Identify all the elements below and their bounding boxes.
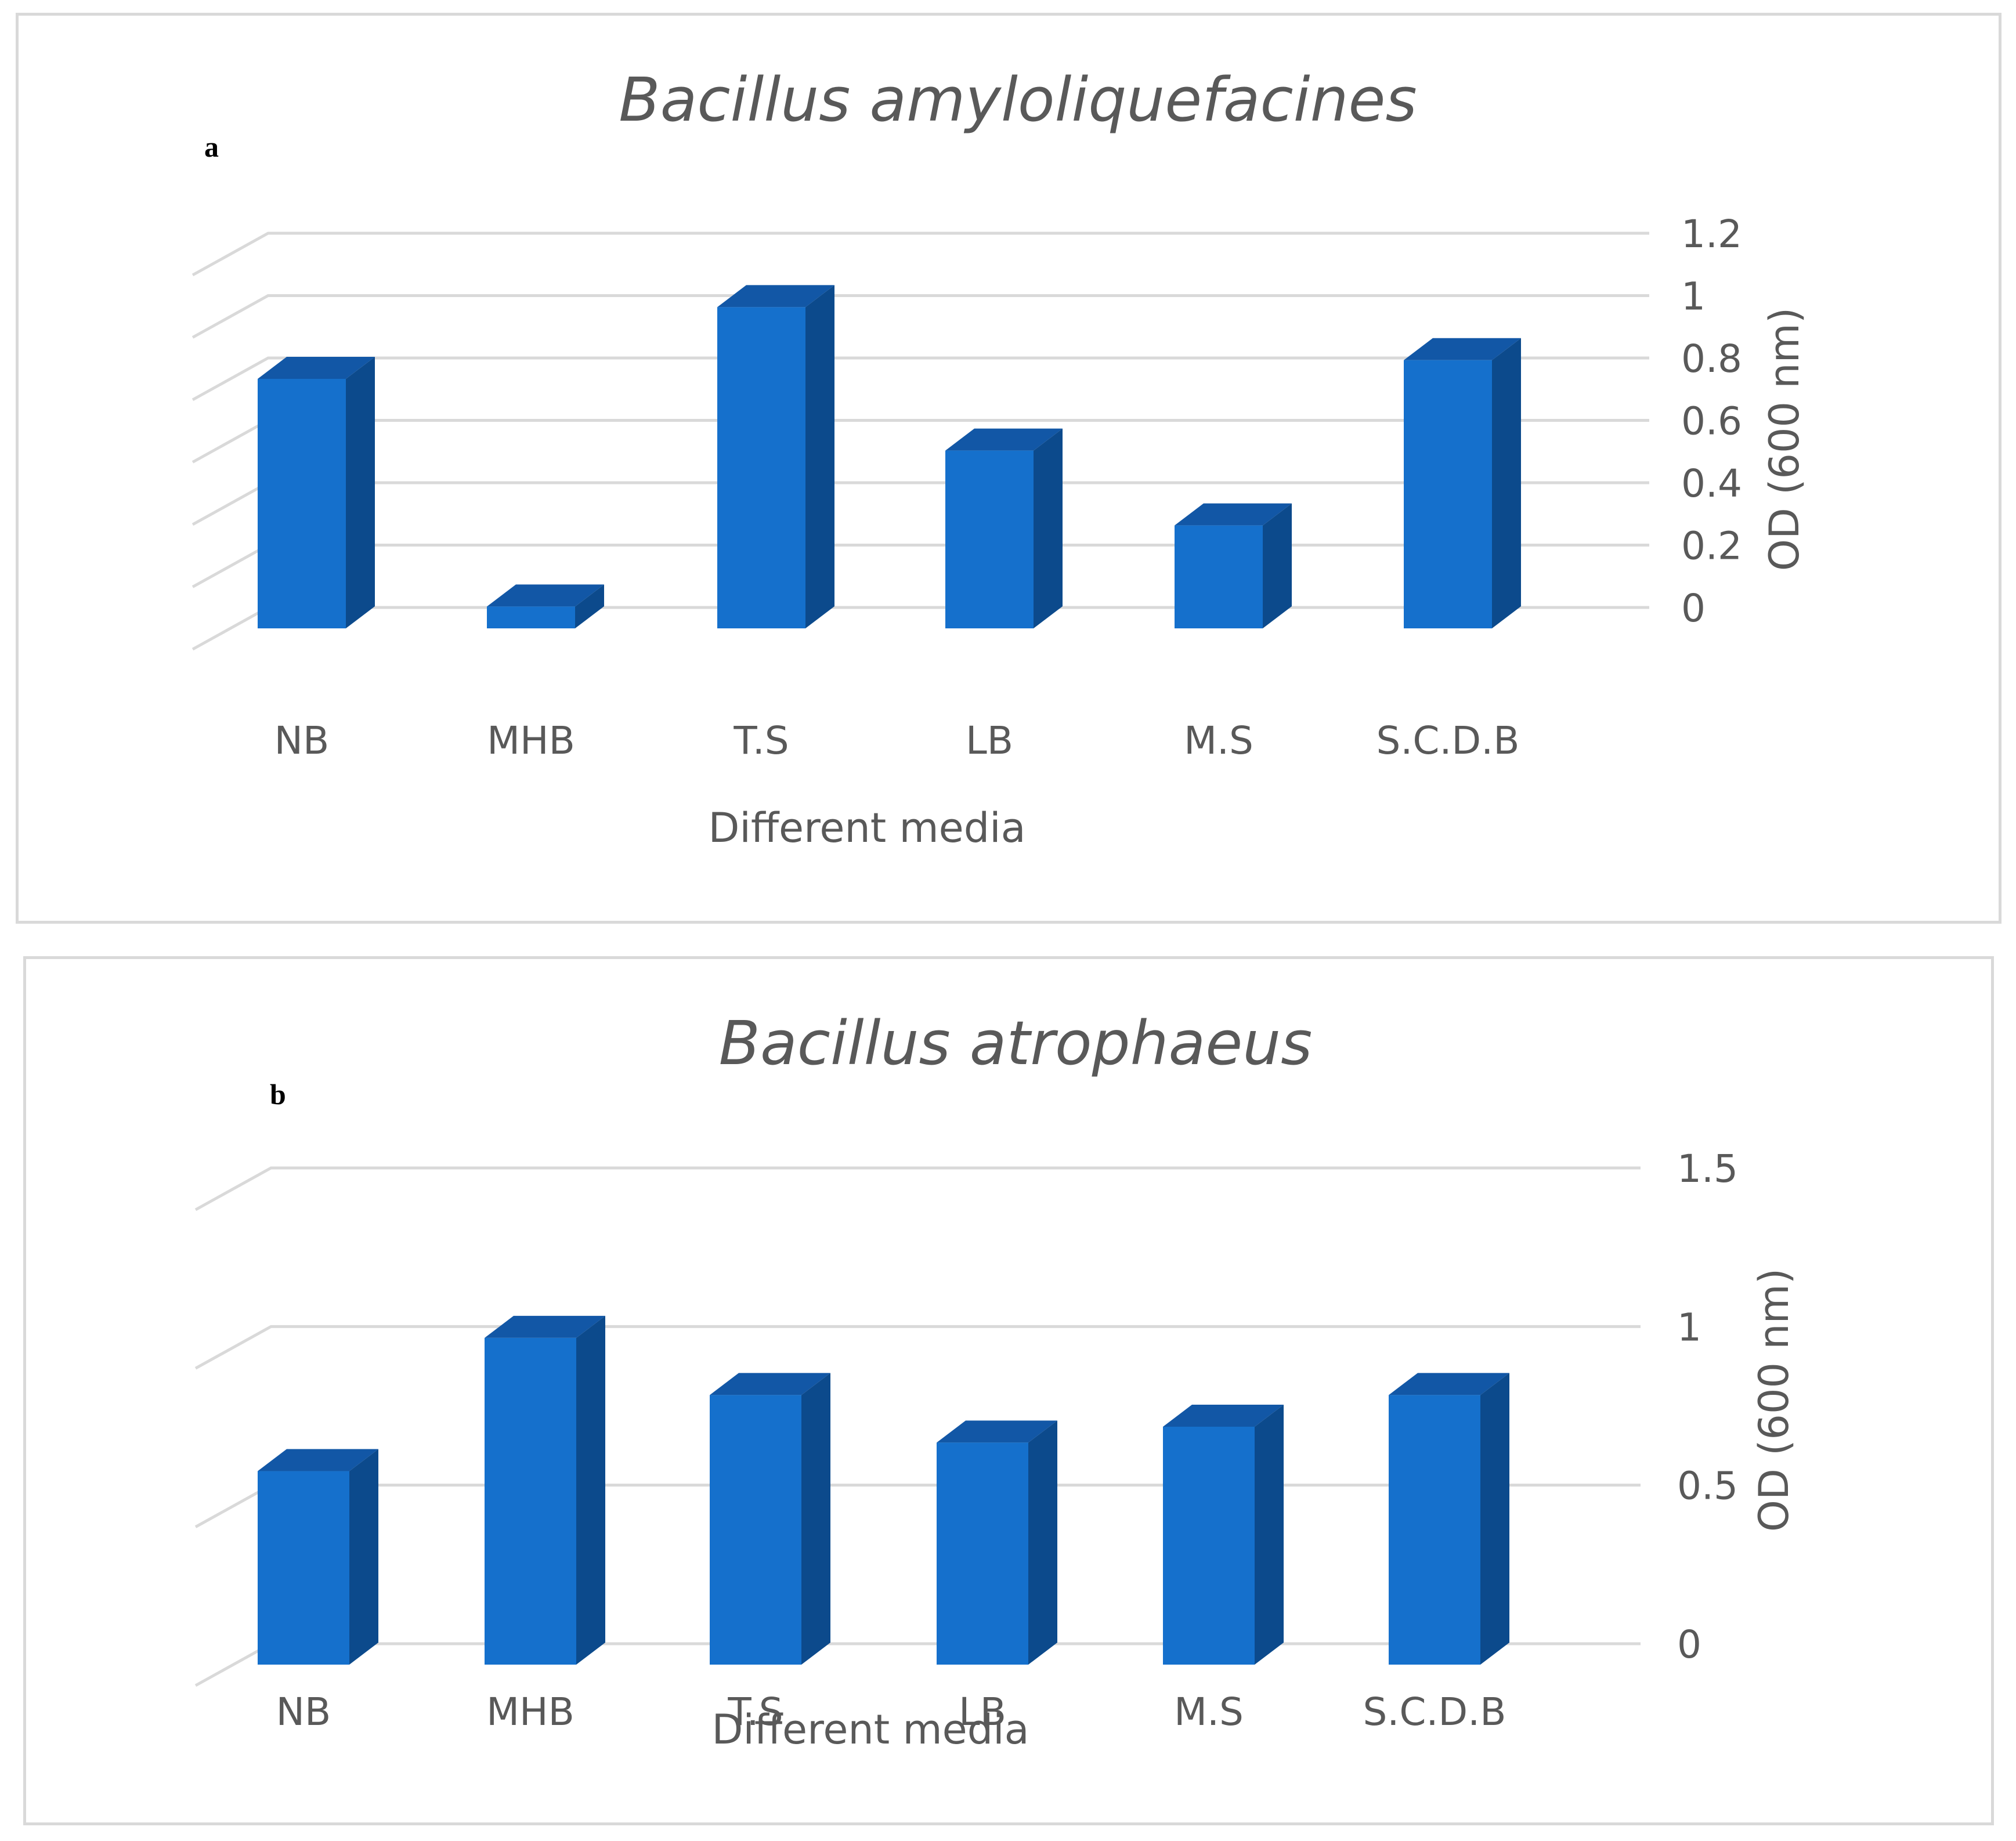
chart-b-x-tick-label: LB: [959, 1690, 1006, 1734]
chart-b-bar-side: [1028, 1420, 1057, 1665]
chart-b-x-tick-label: T.S: [727, 1690, 783, 1734]
chart-b-bar: [937, 1420, 1057, 1665]
chart-a-bar-front: [1404, 360, 1492, 628]
chart-a-y-axis-title: OD (600 nm): [1761, 308, 1808, 571]
chart-b-bar-front: [1389, 1395, 1480, 1665]
chart-b-bar-front: [1163, 1427, 1255, 1665]
chart-b-x-tick-label: MHB: [486, 1690, 575, 1734]
chart-b-bars: [258, 1315, 1509, 1665]
chart-b-x-ticks: NB MHB T.S LB M.S S.C.D.B: [276, 1690, 1506, 1734]
chart-a-x-tick-label: M.S: [1184, 718, 1253, 763]
chart-a-gridline: [192, 232, 1649, 277]
chart-b-bar: [485, 1315, 605, 1665]
chart-a-y-tick-label: 0.2: [1681, 524, 1742, 569]
chart-b-bar-top: [937, 1420, 1057, 1443]
chart-b-bar-top: [1389, 1373, 1509, 1395]
chart-a-y-tick-label: 0.6: [1681, 399, 1742, 444]
chart-a-bar-front: [717, 307, 805, 628]
chart-a-x-tick-label: MHB: [487, 718, 575, 763]
chart-a-gridline: [192, 294, 1649, 339]
chart-a-bar-front: [258, 379, 346, 628]
chart-a-title: Bacillus amyloliquefacines: [619, 64, 1417, 135]
chart-a-bar-top: [487, 584, 604, 607]
chart-b-bar-top: [710, 1373, 830, 1395]
chart-b-x-tick-label: M.S: [1174, 1690, 1244, 1734]
chart-b-bar-top: [1163, 1405, 1284, 1427]
chart-a-y-tick-label: 1.2: [1681, 212, 1742, 256]
chart-a-bar-side: [1034, 428, 1063, 628]
chart-b-x-tick-label: NB: [276, 1690, 331, 1734]
chart-b-x-tick-label: S.C.D.B: [1363, 1690, 1506, 1734]
chart-panel-a: 0 0.2 0.4 0.6 0.8 1 1.2 NB MHB T.S LB M.S S.C.D.B B…: [16, 13, 2001, 924]
chart-a-bar-side: [1492, 338, 1521, 628]
chart-a-bar-top: [717, 285, 834, 308]
chart-a-bar-side: [805, 285, 834, 628]
chart-a-bar: [1175, 503, 1292, 628]
chart-a-x-tick-label: S.C.D.B: [1376, 718, 1519, 763]
chart-a-svg: 0 0.2 0.4 0.6 0.8 1 1.2 NB MHB T.S LB M.S S.C.D.B B…: [192, 64, 1808, 852]
chart-b-y-axis-title: OD (600 nm): [1750, 1268, 1798, 1532]
chart-b-title: Bacillus atrophaeus: [719, 1008, 1313, 1079]
chart-b-y-tick-label: 0.5: [1677, 1464, 1738, 1509]
chart-a-x-tick-label: T.S: [733, 718, 789, 763]
chart-a-x-tick-label: NB: [274, 718, 330, 763]
chart-b-y-tick-label: 0: [1677, 1622, 1701, 1667]
chart-b-bar-front: [485, 1337, 576, 1665]
chart-b-bar: [258, 1449, 378, 1665]
chart-b-bar: [1389, 1373, 1509, 1665]
chart-a-bar-front: [487, 606, 575, 628]
chart-b-bar-side: [576, 1315, 605, 1665]
chart-a-y-tick-label: 0.4: [1681, 461, 1742, 506]
chart-a-bar-top: [945, 428, 1063, 451]
chart-b-svg: 0 0.5 1 1.5 NB MHB T.S LB M.S S.C.D.B Bacillus a…: [194, 1008, 1798, 1753]
chart-a-bar-front: [945, 450, 1034, 628]
chart-a-x-ticks: NB MHB T.S LB M.S S.C.D.B: [274, 718, 1520, 763]
chart-a-x-tick-label: LB: [966, 718, 1013, 763]
chart-b-gridline: [194, 1166, 1641, 1211]
chart-a-bar: [487, 584, 604, 628]
chart-a-panel-label: a: [204, 131, 219, 163]
chart-a-bar-side: [1263, 503, 1292, 628]
chart-b-x-axis-title: Different media: [711, 1706, 1029, 1753]
chart-b-bar-side: [801, 1373, 830, 1665]
chart-b-y-tick-label: 1: [1677, 1305, 1701, 1350]
chart-a-bar-side: [575, 584, 604, 628]
chart-a-bar: [717, 285, 834, 628]
chart-b-bar-front: [710, 1395, 801, 1665]
chart-a-gridline: [192, 356, 1649, 402]
chart-b-bar-top: [485, 1315, 605, 1338]
chart-b-gridline: [194, 1325, 1641, 1370]
chart-b-panel-label: b: [270, 1078, 286, 1111]
chart-b-y-ticks: 0 0.5 1 1.5: [1677, 1146, 1738, 1667]
chart-b-bar: [710, 1373, 830, 1665]
chart-a-bar-front: [1175, 525, 1263, 628]
chart-b-bar-side: [349, 1449, 378, 1665]
chart-a-bar: [945, 428, 1063, 628]
chart-b-bar-top: [258, 1449, 378, 1471]
chart-b-bar-front: [937, 1442, 1028, 1665]
chart-a-y-ticks: 0 0.2 0.4 0.6 0.8 1 1.2: [1681, 212, 1742, 631]
chart-b-bar-side: [1480, 1373, 1509, 1665]
chart-a-bar-top: [258, 357, 375, 379]
chart-a-y-tick-label: 1: [1681, 274, 1706, 319]
chart-a-x-axis-title: Different media: [708, 804, 1025, 852]
chart-a-bar: [258, 357, 375, 628]
chart-b-bar-front: [258, 1471, 349, 1665]
chart-b-y-tick-label: 1.5: [1677, 1146, 1738, 1191]
chart-a-y-tick-label: 0.8: [1681, 337, 1742, 381]
chart-a-y-tick-label: 0: [1681, 586, 1706, 631]
chart-b-bar-side: [1255, 1405, 1284, 1665]
chart-a-bar-top: [1404, 338, 1521, 360]
chart-a-bar: [1404, 338, 1521, 628]
chart-b-bar: [1163, 1405, 1284, 1665]
chart-a-bar-top: [1175, 503, 1292, 526]
chart-panel-b: 0 0.5 1 1.5 NB MHB T.S LB M.S S.C.D.B Bacillus a…: [23, 956, 1994, 1825]
chart-a-bar-side: [346, 357, 375, 628]
chart-a-bars: [258, 285, 1521, 628]
